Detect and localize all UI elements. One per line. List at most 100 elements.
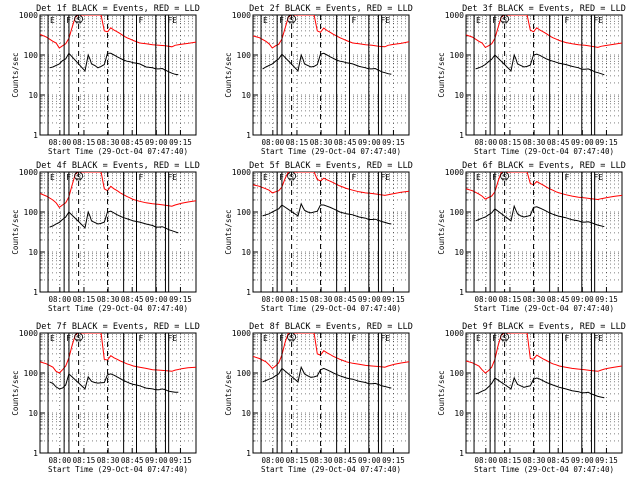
xtick-label: 09:15 [382,138,405,147]
grid [253,333,409,454]
series-events [475,204,605,228]
xtick-label: 08:00 [49,295,72,304]
marker-label: E [50,173,55,182]
series-events [475,53,605,76]
xtick-label: 09:15 [169,295,192,304]
plot-frame [465,14,623,136]
xtick-label: 09:15 [595,456,618,465]
panel-3: Det 3f BLACK = Events, RED = LLD 1 10 100 10… [437,4,626,156]
y-axis-label: Counts/sec [437,209,446,254]
plot-frame [39,171,197,293]
xtick-label: 08:30 [97,456,120,465]
y-axis-label: Counts/sec [11,52,20,97]
panel-5: Det 5f BLACK = Events, RED = LLD 1 10 100 10… [224,161,413,313]
panel-title: Det 9f BLACK = Events, RED = LLD [462,322,626,332]
marker-label: S [76,16,80,24]
ytick-label: 1 [33,449,38,458]
y-axis-label: Counts/sec [224,52,233,97]
series-lld [253,15,409,49]
series-events [262,202,392,225]
panel-4: Det 4f BLACK = Events, RED = LLD 1 10 100 10… [11,161,200,313]
panel-7: Det 7f BLACK = Events, RED = LLD 1 10 100 10… [11,322,200,474]
ytick-label: 1 [246,131,251,140]
ytick-label: 100 [24,51,39,60]
marker-label: FE [380,173,390,182]
marker-label: E [476,16,481,25]
marker-label: E [476,173,481,182]
ytick-label: 1000 [445,329,464,338]
panel-8: Det 8f BLACK = Events, RED = LLD 1 10 100 10… [224,322,413,474]
x-axis-label: Start Time (29-Oct-04 07:47:40) [48,465,188,474]
panel-title: Det 7f BLACK = Events, RED = LLD [36,322,200,332]
xtick-label: 09:00 [571,456,594,465]
xtick-label: 08:30 [97,295,120,304]
ytick-label: 10 [454,409,464,418]
marker-label: S [76,173,80,181]
ytick-label: 1 [459,131,464,140]
ytick-label: 1 [459,288,464,297]
marker-label: E [50,16,55,25]
marker-label: S [289,16,293,24]
xtick-label: 09:15 [382,295,405,304]
marker-label: FE [167,16,177,25]
xtick-label: 09:00 [358,138,381,147]
x-axis-label: Start Time (29-Oct-04 07:47:40) [48,304,188,313]
marker-label: E [263,173,268,182]
y-axis-label: Counts/sec [11,370,20,415]
marker-label: E [263,334,268,343]
x-axis-label: Start Time (29-Oct-04 07:47:40) [474,465,614,474]
grid [466,172,622,293]
ytick-label: 100 [450,369,465,378]
xtick-label: 08:00 [262,456,285,465]
xtick-label: 08:00 [262,138,285,147]
xtick-label: 09:15 [382,456,405,465]
xtick-label: 09:15 [169,138,192,147]
ytick-label: 100 [237,208,252,217]
ytick-label: 1 [33,131,38,140]
y-axis-label: Counts/sec [437,370,446,415]
marker-label: F [351,16,356,25]
panel-title: Det 2f BLACK = Events, RED = LLD [249,4,413,14]
series-lld [40,172,196,209]
panel-title: Det 6f BLACK = Events, RED = LLD [462,161,626,171]
x-axis-label: Start Time (29-Oct-04 07:47:40) [474,147,614,156]
xtick-label: 08:45 [547,295,570,304]
xtick-label: 08:00 [49,456,72,465]
panel-title: Det 8f BLACK = Events, RED = LLD [249,322,413,332]
x-axis-label: Start Time (29-Oct-04 07:47:40) [261,465,401,474]
series-lld [466,172,622,201]
marker-label: FE [380,334,390,343]
ytick-label: 100 [237,51,252,60]
grid [253,172,409,293]
ytick-label: 10 [28,409,38,418]
grid [253,15,409,136]
marker-label: FE [167,173,177,182]
grid [466,15,622,136]
ytick-label: 1 [246,288,251,297]
ytick-label: 10 [241,409,251,418]
xtick-label: 08:15 [499,456,522,465]
ytick-label: 10 [241,91,251,100]
marker-label: E [263,16,268,25]
series-events [262,52,392,75]
xtick-label: 08:45 [334,456,357,465]
x-axis-label: Start Time (29-Oct-04 07:47:40) [261,147,401,156]
marker-label: F [564,16,569,25]
xtick-label: 09:00 [145,456,168,465]
marker-label: F [351,173,356,182]
xtick-label: 08:30 [97,138,120,147]
panel-title: Det 1f BLACK = Events, RED = LLD [36,4,200,14]
marker-circle [500,14,509,24]
ytick-label: 10 [454,91,464,100]
panel-title: Det 4f BLACK = Events, RED = LLD [36,161,200,171]
series-events [262,365,392,389]
xtick-label: 08:15 [499,138,522,147]
marker-label: S [502,173,506,181]
series-events [475,376,605,399]
marker-label: F [138,173,143,182]
panel-2: Det 2f BLACK = Events, RED = LLD 1 10 100 10… [224,4,413,156]
xtick-label: 08:30 [310,138,333,147]
xtick-label: 08:15 [286,456,309,465]
series-events [49,372,179,393]
